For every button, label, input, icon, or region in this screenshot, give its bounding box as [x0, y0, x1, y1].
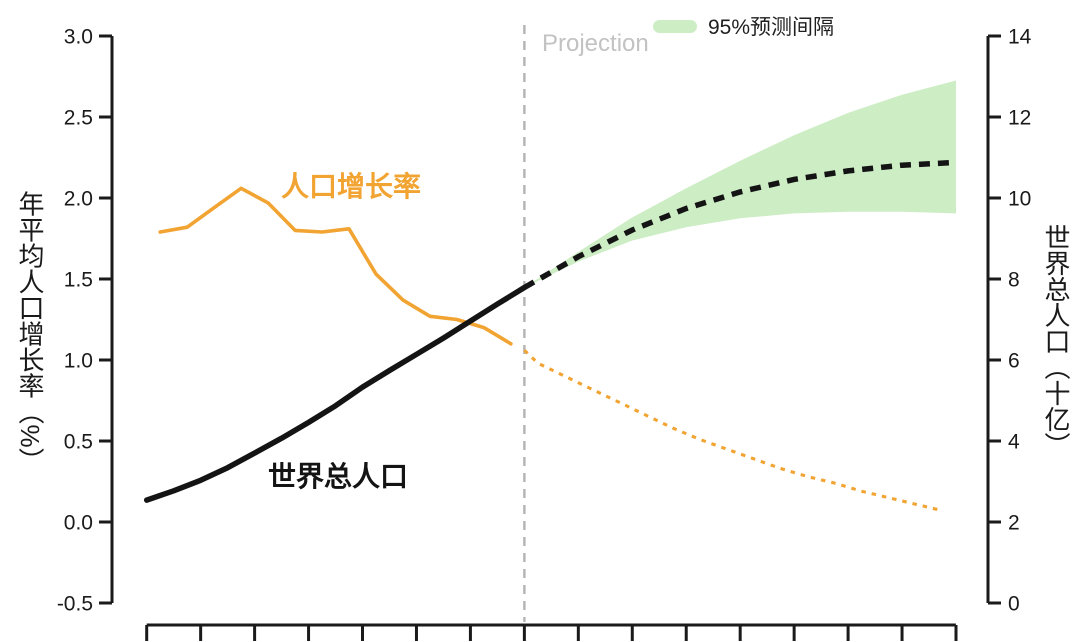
left-axis-title: 年平均人口增长率（%）	[15, 190, 45, 473]
projection-label: Projection	[542, 30, 649, 57]
tick-label: 8	[1008, 269, 1020, 292]
tick-label: 6	[1008, 350, 1020, 373]
tick-label: -0.5	[57, 593, 93, 616]
population-projected-line	[523, 159, 957, 290]
right-axis-title: 世界总人口（十亿）	[1041, 224, 1071, 458]
tick-label: 2.5	[64, 107, 93, 130]
tick-label: 14	[1008, 26, 1032, 49]
tick-label: 10	[1008, 188, 1031, 211]
x-axis	[145, 623, 958, 641]
left-axis: 3.0 2.5 2.0 1.5 1.0 0.5 0.0 -0.5	[57, 26, 114, 616]
tick-label: 3.0	[64, 26, 93, 49]
tick-label: 1.5	[64, 269, 93, 292]
growth-rate-projected-line	[523, 349, 943, 513]
right-axis: 14 12 10 8 6 4 2 0	[986, 26, 1032, 616]
growth-rate-observed-line	[158, 186, 513, 346]
tick-label: 0.5	[64, 431, 93, 454]
tick-label: 12	[1008, 107, 1031, 130]
legend: 95%预测间隔	[653, 16, 834, 39]
population-observed-line	[143, 284, 528, 503]
legend-label: 95%预测间隔	[708, 16, 834, 39]
growth-rate-label: 人口增长率	[281, 170, 421, 202]
tick-label: 0	[1008, 593, 1020, 616]
tick-label: 1.0	[64, 350, 93, 373]
tick-label: 4	[1008, 431, 1020, 454]
prediction-interval-band	[524, 80, 956, 288]
population-label: 世界总人口	[268, 461, 408, 492]
tick-label: 2	[1008, 512, 1020, 535]
tick-label: 0.0	[64, 512, 93, 535]
legend-swatch	[653, 20, 697, 33]
tick-label: 2.0	[64, 188, 93, 211]
